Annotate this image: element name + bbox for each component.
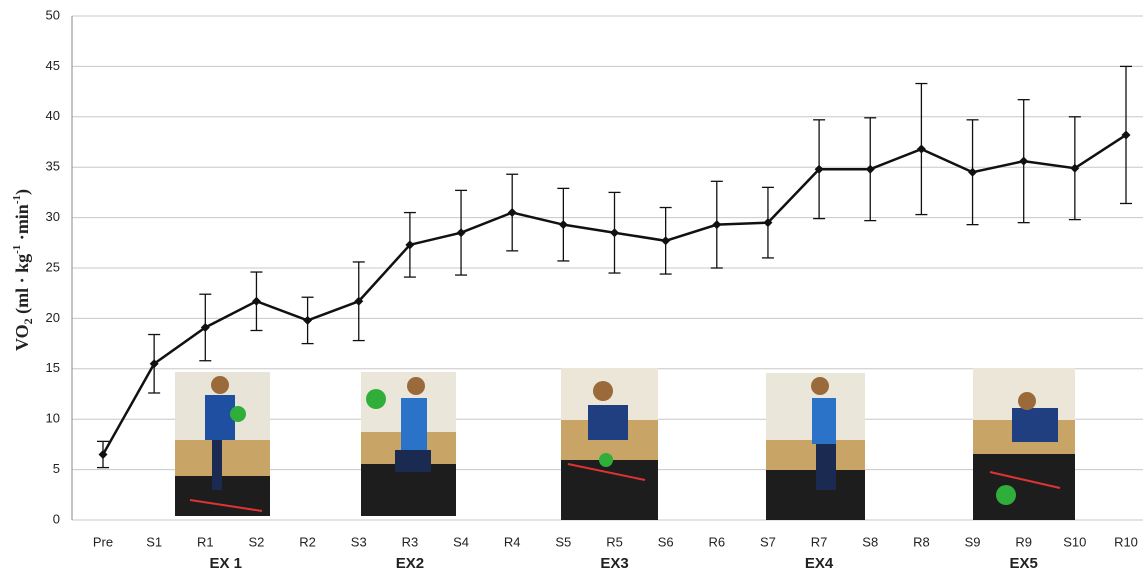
y-label-part: VO [12,324,32,351]
x-tick-label: R8 [913,534,930,549]
x-tick-label: S4 [453,534,469,549]
y-label-sup: -1 [11,245,23,254]
group-label: EX2 [396,555,424,572]
y-tick-label: 5 [53,461,60,476]
point [661,236,670,245]
page: {"chart_data": {"type": "line", "y_label… [0,0,1143,573]
y-axis-label: VO2 (ml · kg-1 ·min-1) [11,189,35,351]
point [303,316,312,325]
point [508,208,517,217]
photo-ex2 [361,372,456,516]
photo-ex1 [175,372,270,516]
point [457,228,466,237]
x-tick-label: S6 [658,534,674,549]
group-label: EX 1 [209,555,242,572]
y-label-part: ·min [12,204,32,245]
chart: VO2 (ml · kg-1 ·min-1) 0 5 10 15 20 25 30 35 40 4… [0,0,1143,573]
x-tick-label: S3 [351,534,367,549]
x-tick-label: S5 [555,534,571,549]
y-tick-label: 35 [46,159,60,174]
point [559,220,568,229]
point [610,228,619,237]
group-label: EX5 [1010,555,1038,572]
x-tick-label: S10 [1063,534,1086,549]
x-tick-label: S9 [965,534,981,549]
x-tick-label: R1 [197,534,214,549]
x-tick-label: R7 [811,534,828,549]
group-label: EX4 [805,555,834,572]
y-label-part: ) [12,189,33,195]
y-tick-label: 45 [46,58,60,73]
y-label-part: (ml · kg [12,254,33,319]
x-tick-label: S2 [248,534,264,549]
x-tick-label: R5 [606,534,623,549]
x-tick-label: S1 [146,534,162,549]
y-tick-label: 10 [46,411,60,426]
x-tick-label: S8 [862,534,878,549]
y-tick-label: 25 [46,259,60,274]
photos [175,368,1075,520]
x-tick-label: R10 [1114,534,1138,549]
x-tick-label: R4 [504,534,521,549]
x-tick-label: R2 [299,534,316,549]
point [1019,157,1028,166]
y-tick-label: 40 [46,108,60,123]
point [252,297,261,306]
photo-ex4 [766,373,865,520]
x-tick-label: R6 [708,534,725,549]
x-tick-label: R3 [402,534,419,549]
group-label: EX3 [600,555,628,572]
point [866,165,875,174]
y-label-sup: -1 [11,195,23,204]
point [968,168,977,177]
point [917,145,926,154]
y-tick-label: 20 [46,310,60,325]
x-tick-label: R9 [1015,534,1032,549]
photo-ex3 [561,368,658,520]
y-tick-label: 50 [46,7,60,22]
x-tick-label: Pre [93,534,113,549]
point [712,220,721,229]
x-tick-label: S7 [760,534,776,549]
photo-ex5 [973,368,1075,520]
y-tick-label: 15 [46,360,60,375]
y-tick-label: 30 [46,209,60,224]
y-tick-label: 0 [53,511,60,526]
